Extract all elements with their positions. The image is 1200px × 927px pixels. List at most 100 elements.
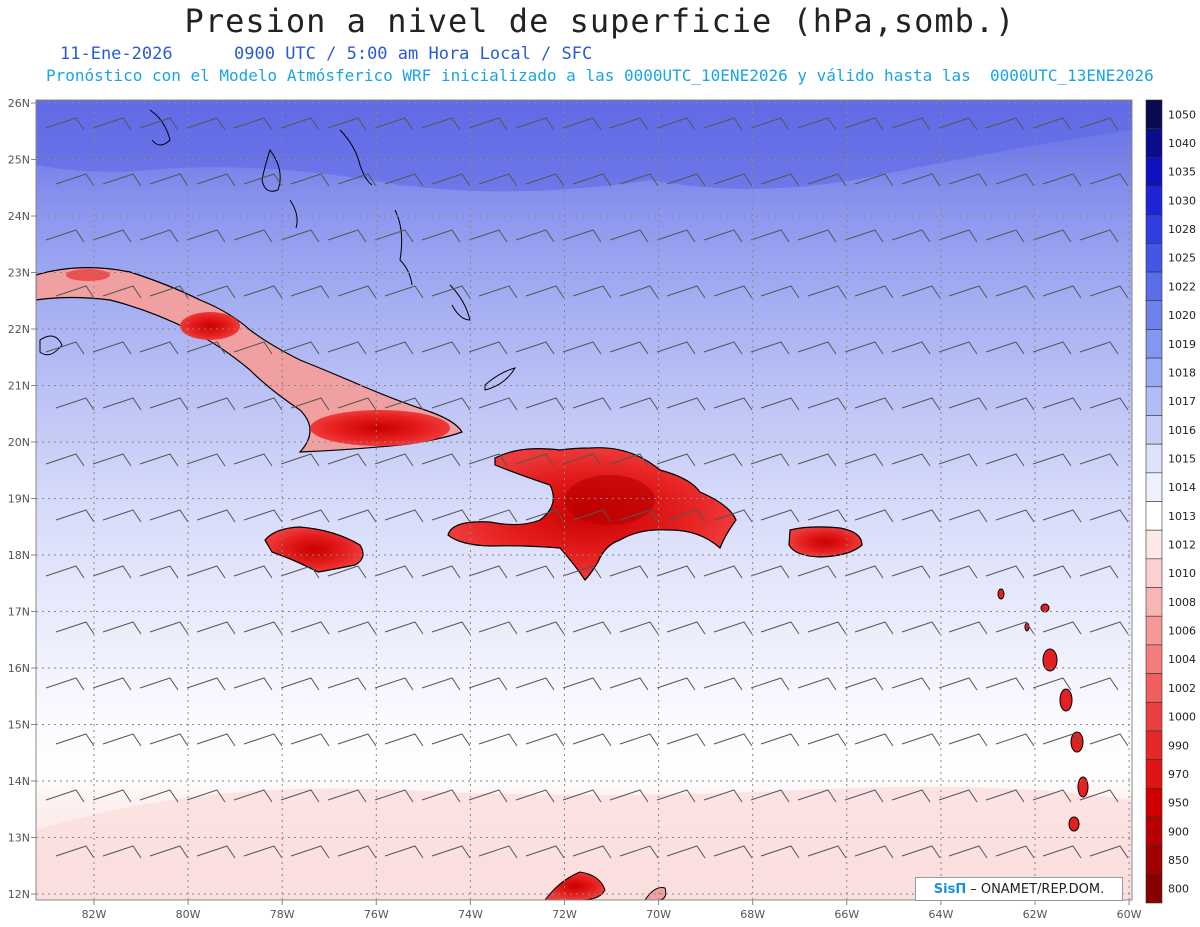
wind-barb: [515, 565, 555, 579]
wind-barb: [45, 229, 85, 243]
wind-barb: [619, 733, 659, 747]
forecast-date: 11-Ene-2026: [60, 44, 173, 64]
wind-barb: [431, 397, 471, 411]
wind-barb: [327, 565, 367, 579]
wind-barb: [666, 621, 706, 635]
wind-barb: [562, 229, 602, 243]
wind-barb: [572, 397, 612, 411]
wind-barb: [525, 285, 565, 299]
lon-label: 76W: [364, 908, 389, 921]
wind-barb: [186, 677, 226, 691]
wind-barb: [938, 117, 978, 131]
wind-barb: [243, 621, 283, 635]
wind-barb: [384, 845, 424, 859]
wind-barb: [186, 229, 226, 243]
wind-barb: [666, 509, 706, 523]
lon-label: 74W: [458, 908, 483, 921]
wind-barb: [985, 565, 1025, 579]
wind-barb: [55, 621, 95, 635]
colorbar-swatch: [1145, 845, 1163, 875]
wind-barb: [139, 117, 179, 131]
wind-barb: [938, 677, 978, 691]
wind-barb: [703, 453, 743, 467]
wind-barb: [986, 902, 1024, 914]
colorbar-swatch: [1145, 644, 1163, 674]
wind-barb: [525, 845, 565, 859]
colorbar-label: 800: [1168, 883, 1189, 896]
wind-barb: [149, 173, 189, 187]
wind-barb: [431, 173, 471, 187]
lat-label: 16N: [8, 662, 30, 675]
colorbar-swatch: [1145, 501, 1163, 531]
wind-barb: [807, 173, 847, 187]
colorbar-swatch: [1145, 214, 1163, 244]
wind-barb: [374, 565, 414, 579]
wind-barb: [995, 285, 1035, 299]
wind-barb: [92, 453, 132, 467]
wind-barb: [948, 621, 988, 635]
colorbar-swatch: [1145, 443, 1163, 474]
lon-label: 64W: [928, 908, 953, 921]
colorbar-swatch: [1145, 271, 1163, 302]
lon-label: 80W: [176, 908, 201, 921]
colorbar-label: 900: [1168, 825, 1189, 838]
wind-barb: [243, 845, 283, 859]
wind-barb: [985, 117, 1025, 131]
wind-barb: [807, 397, 847, 411]
wind-barb: [1089, 733, 1129, 747]
wind-barb: [431, 845, 471, 859]
wind-barb: [656, 229, 696, 243]
colorbar-swatch: [1145, 529, 1163, 560]
wind-barb: [609, 565, 649, 579]
wind-barb: [149, 621, 189, 635]
wind-barb: [478, 173, 518, 187]
wind-barb: [374, 789, 414, 803]
lat-label: 12N: [8, 888, 30, 901]
wind-barb: [92, 341, 132, 355]
colorbar-swatch: [1145, 874, 1163, 904]
wind-barb: [525, 509, 565, 523]
wind-barb: [55, 285, 95, 299]
colorbar-swatch: [1145, 357, 1163, 388]
wind-barb: [233, 453, 273, 467]
wind-barb: [562, 453, 602, 467]
wind-barb: [891, 229, 931, 243]
wind-barb: [421, 565, 461, 579]
wind-barb: [619, 845, 659, 859]
wind-barb: [337, 621, 377, 635]
colorbar-swatch: [1145, 300, 1163, 330]
wind-barb: [985, 453, 1025, 467]
wind-barb: [421, 229, 461, 243]
wind-barb: [938, 789, 978, 803]
colorbar-swatch: [1145, 787, 1163, 818]
wind-barb: [1032, 341, 1072, 355]
wind-barb: [901, 173, 941, 187]
wind-barb: [891, 677, 931, 691]
wind-barb: [1032, 117, 1072, 131]
wind-barb: [713, 845, 753, 859]
wind-barb: [92, 117, 132, 131]
wind-barb: [750, 229, 790, 243]
wind-barb: [609, 789, 649, 803]
map-title: Presion a nivel de superficie (hPa,somb.…: [184, 2, 1016, 40]
wind-barb: [290, 509, 330, 523]
lon-label: 66W: [834, 908, 859, 921]
wind-barb: [374, 229, 414, 243]
wind-barb: [55, 397, 95, 411]
wind-barb: [572, 733, 612, 747]
lat-label: 25N: [8, 154, 30, 167]
wind-barb: [102, 285, 142, 299]
wind-barb: [760, 621, 800, 635]
lon-label: 70W: [646, 908, 671, 921]
wind-barb: [92, 565, 132, 579]
wind-barb: [139, 229, 179, 243]
wind-barb: [1079, 229, 1119, 243]
wind-barb: [1079, 789, 1119, 803]
colorbar-label: 950: [1168, 797, 1189, 810]
wind-barb: [1042, 397, 1082, 411]
wind-barb: [233, 117, 273, 131]
wind-barb: [1042, 621, 1082, 635]
colorbar-label: 1025: [1168, 252, 1196, 265]
wind-barb: [1032, 229, 1072, 243]
colorbar-label: 1014: [1168, 481, 1196, 494]
